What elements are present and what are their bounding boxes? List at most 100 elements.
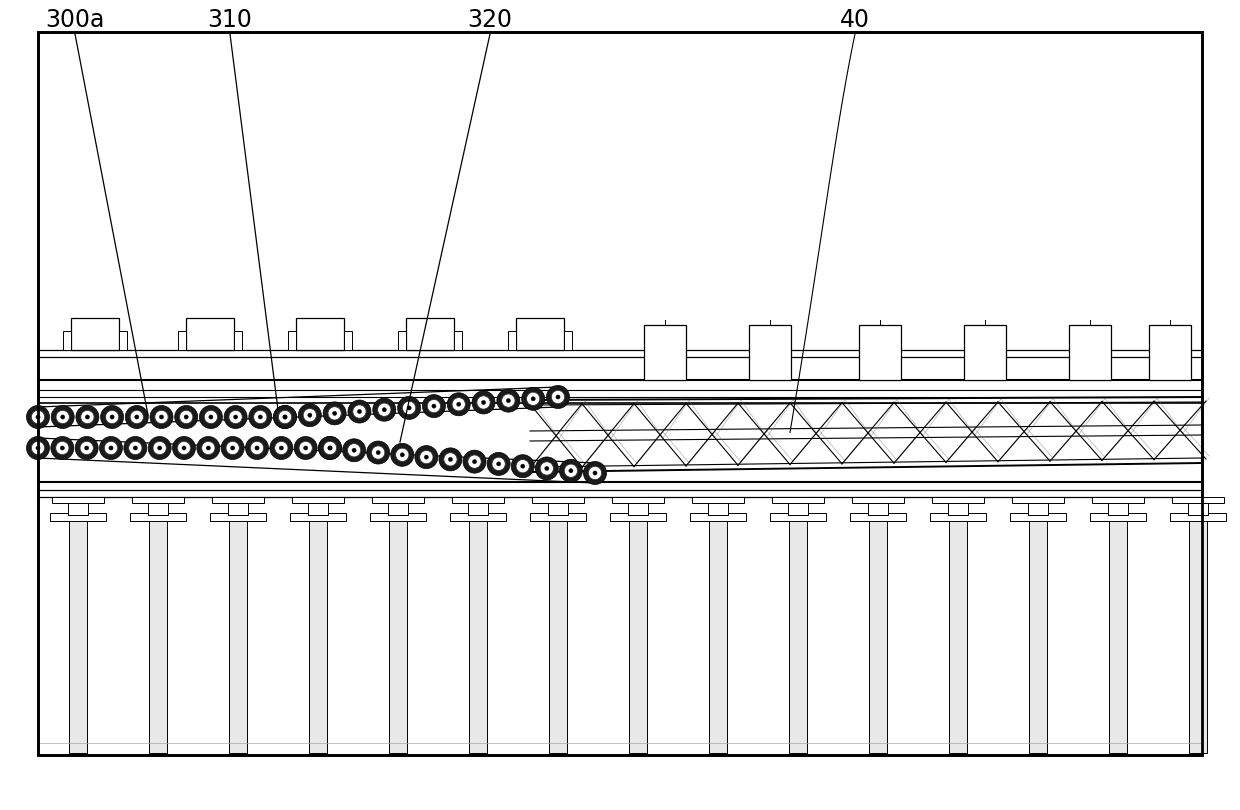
Circle shape xyxy=(153,441,166,454)
Bar xyxy=(789,497,807,753)
Bar xyxy=(932,497,985,503)
Bar xyxy=(1090,513,1146,521)
Circle shape xyxy=(226,441,239,454)
Circle shape xyxy=(100,406,124,428)
Circle shape xyxy=(206,446,211,450)
Circle shape xyxy=(177,441,191,454)
Bar xyxy=(450,513,506,521)
Circle shape xyxy=(439,448,463,471)
Bar xyxy=(131,497,184,503)
Bar xyxy=(1188,503,1208,515)
Bar xyxy=(388,503,408,515)
Circle shape xyxy=(342,439,366,462)
Circle shape xyxy=(224,406,247,428)
Circle shape xyxy=(588,467,601,480)
Bar xyxy=(627,503,649,515)
Text: 320: 320 xyxy=(467,8,512,32)
Bar xyxy=(288,330,296,350)
Bar xyxy=(787,503,808,515)
Circle shape xyxy=(294,437,317,459)
Bar xyxy=(1149,325,1190,380)
Bar xyxy=(370,513,427,521)
Bar xyxy=(212,497,264,503)
Bar xyxy=(708,503,728,515)
Circle shape xyxy=(26,406,50,428)
Bar xyxy=(949,497,967,753)
Bar xyxy=(50,513,105,521)
Bar xyxy=(308,503,329,515)
Circle shape xyxy=(148,437,171,459)
Circle shape xyxy=(51,406,74,428)
Bar xyxy=(1189,497,1207,753)
Circle shape xyxy=(357,410,362,414)
Circle shape xyxy=(547,386,569,408)
Circle shape xyxy=(367,441,389,464)
Bar xyxy=(148,503,167,515)
Circle shape xyxy=(157,446,161,450)
Bar xyxy=(389,497,407,753)
Circle shape xyxy=(283,415,288,419)
Circle shape xyxy=(160,415,164,419)
Circle shape xyxy=(401,453,404,457)
Bar xyxy=(773,497,825,503)
Circle shape xyxy=(104,441,118,454)
Circle shape xyxy=(308,413,312,417)
Bar xyxy=(210,513,267,521)
Circle shape xyxy=(327,407,341,420)
Circle shape xyxy=(564,464,578,477)
Circle shape xyxy=(391,443,414,467)
Circle shape xyxy=(254,411,267,424)
Circle shape xyxy=(124,437,146,459)
Circle shape xyxy=(432,404,436,408)
Circle shape xyxy=(155,411,169,424)
Circle shape xyxy=(229,411,242,424)
Bar xyxy=(1012,497,1064,503)
Circle shape xyxy=(255,446,259,450)
Bar xyxy=(532,497,584,503)
Circle shape xyxy=(197,437,219,459)
Circle shape xyxy=(497,389,520,412)
Bar xyxy=(859,325,901,380)
Circle shape xyxy=(378,403,391,416)
Bar xyxy=(229,497,247,753)
Circle shape xyxy=(275,441,288,454)
Circle shape xyxy=(352,448,356,452)
Circle shape xyxy=(353,405,366,418)
Bar xyxy=(38,32,1202,755)
Bar xyxy=(186,318,234,350)
Bar xyxy=(1029,497,1047,753)
Bar xyxy=(1069,325,1111,380)
Circle shape xyxy=(36,446,40,450)
Bar xyxy=(290,513,346,521)
Circle shape xyxy=(250,441,264,454)
Circle shape xyxy=(522,387,544,411)
Circle shape xyxy=(110,415,114,419)
Circle shape xyxy=(274,406,296,428)
Bar xyxy=(234,330,242,350)
Circle shape xyxy=(456,403,461,407)
Circle shape xyxy=(283,415,288,419)
Circle shape xyxy=(373,399,396,421)
Circle shape xyxy=(135,415,139,419)
Circle shape xyxy=(175,406,197,428)
Circle shape xyxy=(61,415,64,419)
Circle shape xyxy=(536,457,558,480)
Circle shape xyxy=(86,415,89,419)
Bar xyxy=(1092,497,1145,503)
Circle shape xyxy=(249,406,272,428)
Circle shape xyxy=(319,437,341,459)
Circle shape xyxy=(449,458,453,462)
Circle shape xyxy=(424,455,429,459)
Circle shape xyxy=(444,453,458,466)
Circle shape xyxy=(81,411,94,424)
Bar xyxy=(963,325,1006,380)
Circle shape xyxy=(559,459,583,482)
Circle shape xyxy=(299,441,312,454)
Circle shape xyxy=(584,462,606,484)
Circle shape xyxy=(327,446,332,450)
Circle shape xyxy=(125,406,149,428)
Circle shape xyxy=(502,394,515,407)
Circle shape xyxy=(99,437,123,459)
Circle shape xyxy=(133,446,138,450)
Bar xyxy=(749,325,791,380)
